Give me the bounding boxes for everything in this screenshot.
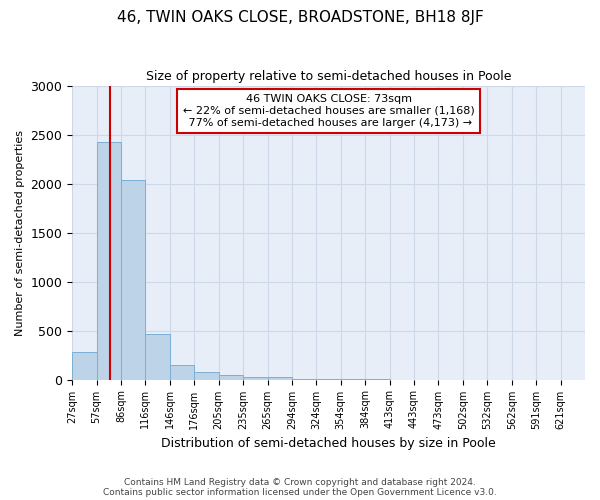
Bar	[218, 375, 243, 380]
Bar	[243, 377, 268, 380]
Text: 46 TWIN OAKS CLOSE: 73sqm  
← 22% of semi-detached houses are smaller (1,168)
 7: 46 TWIN OAKS CLOSE: 73sqm ← 22% of semi-…	[183, 94, 475, 128]
Bar	[121, 180, 145, 380]
Bar	[170, 365, 194, 380]
Text: 46, TWIN OAKS CLOSE, BROADSTONE, BH18 8JF: 46, TWIN OAKS CLOSE, BROADSTONE, BH18 8J…	[116, 10, 484, 25]
X-axis label: Distribution of semi-detached houses by size in Poole: Distribution of semi-detached houses by …	[161, 437, 496, 450]
Text: Contains HM Land Registry data © Crown copyright and database right 2024.
Contai: Contains HM Land Registry data © Crown c…	[103, 478, 497, 497]
Y-axis label: Number of semi-detached properties: Number of semi-detached properties	[15, 130, 25, 336]
Bar	[97, 142, 121, 380]
Bar	[194, 372, 218, 380]
Bar	[145, 334, 170, 380]
Bar	[72, 352, 97, 380]
Bar	[268, 376, 292, 380]
Title: Size of property relative to semi-detached houses in Poole: Size of property relative to semi-detach…	[146, 70, 511, 83]
